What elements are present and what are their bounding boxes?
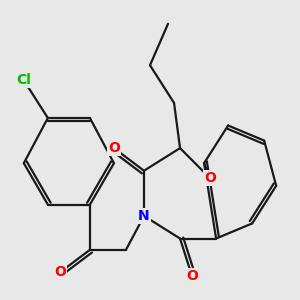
Text: N: N (138, 209, 150, 223)
Text: O: O (108, 141, 120, 155)
Text: O: O (54, 266, 66, 279)
Text: O: O (204, 171, 216, 185)
Text: O: O (186, 269, 198, 283)
Text: Cl: Cl (16, 73, 31, 87)
